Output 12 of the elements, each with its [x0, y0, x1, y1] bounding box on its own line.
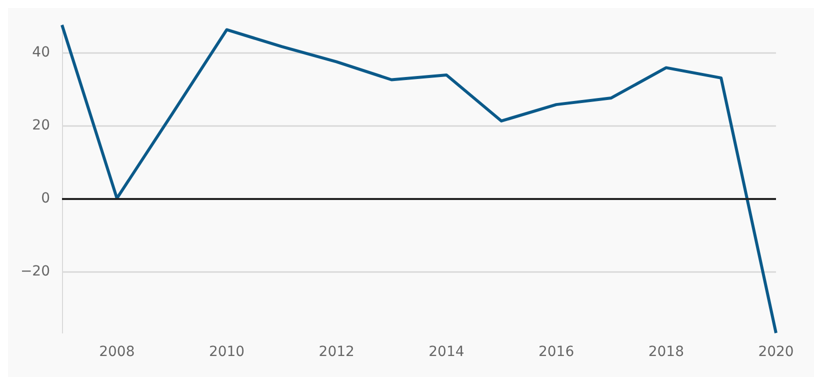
- line-series: [60, 24, 778, 334]
- x-tick-label: 2018: [648, 344, 684, 360]
- x-tick-label: 2012: [318, 344, 354, 360]
- y-tick-label: 20: [32, 117, 50, 134]
- y-tick-label: 40: [32, 44, 50, 60]
- x-tick-label: 2020: [758, 344, 794, 360]
- x-tick-label: 2010: [208, 344, 245, 360]
- x-tick-label: 2014: [428, 344, 464, 360]
- y-tick-label: −20: [20, 263, 50, 280]
- y-tick-label: 0: [41, 190, 50, 206]
- x-tick-label: 2016: [538, 344, 574, 360]
- x-tick-label: 2008: [99, 344, 135, 360]
